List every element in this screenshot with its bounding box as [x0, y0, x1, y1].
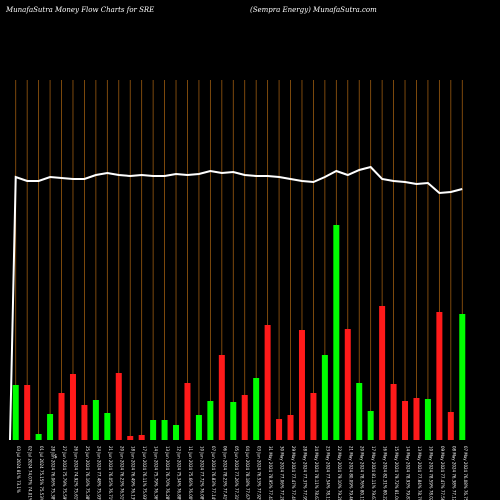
x-tick-label: 13 Jun 2024 76.70% 76.28% [165, 446, 170, 500]
x-tick-label: 03 Jun 2024 76.53% 77.92% [257, 446, 262, 500]
bar [92, 400, 99, 440]
bar [253, 378, 260, 440]
bar [195, 415, 202, 440]
x-axis-note: $ [54, 454, 57, 460]
bar [230, 402, 237, 440]
bar [413, 398, 420, 440]
x-tick-label: 06 Jun 2024 78.23% 77.41% [222, 446, 227, 500]
bar [287, 415, 294, 440]
x-tick-label: 15 May 2024 79.72% 81.04% [394, 446, 399, 500]
x-tick-label: 05 Jun 2024 77.26% 77.31% [234, 446, 239, 500]
bar [150, 420, 157, 440]
x-tick-label: 21 May 2024 80.09% 79.46% [348, 446, 353, 500]
x-axis-labels: 03 Jul 2024 81% 73.1% 02 Jul 2024 74.07% … [16, 446, 468, 500]
bar [276, 419, 283, 440]
x-tick-label: 04 Jun 2024 78.18% 77.67% [245, 446, 250, 500]
x-tick-label: 02 Jul 2024 74.07% 74.01% [28, 446, 33, 500]
bar [402, 401, 409, 440]
bar [344, 329, 351, 440]
bar [12, 385, 19, 440]
x-tick-label: 17 May 2024 81.11% 79.67% [371, 446, 376, 500]
chart-subtitle: (Sempra Energy) MunafaSutra.com [250, 6, 377, 14]
x-tick-label: 28 May 2024 77.37% 77.95% [302, 446, 307, 500]
x-tick-label: 12 Jun 2024 75.34% 76.88% [177, 446, 182, 500]
bar-series [12, 225, 466, 440]
bar [184, 383, 191, 440]
grid-lines [15, 80, 463, 440]
x-tick-label: 10 May 2024 78.59% 78.02% [428, 446, 433, 500]
bar [24, 385, 31, 440]
chart-title: MunafaSutra Money Flow Charts for SRE [6, 6, 155, 14]
x-tick-label: 22 May 2024 79.10% 79.20% [337, 446, 342, 500]
bar [115, 373, 122, 440]
x-tick-label: 25 Jun 2024 76.16% 75.38% [85, 446, 90, 500]
x-tick-label: 17 Jun 2024 76.11% 75.93% [142, 446, 147, 500]
bar [241, 395, 248, 440]
bar [264, 325, 271, 440]
x-tick-label: 03 Jul 2024 81% 73.1% [16, 446, 21, 493]
bar [58, 393, 65, 440]
bar [127, 436, 134, 440]
bar [298, 330, 305, 440]
price-line [9, 165, 463, 441]
bar [138, 435, 145, 440]
bar [35, 434, 42, 440]
x-tick-label: 27 Jun 2024 75.79% 75.59% [62, 446, 67, 500]
x-tick-label: 21 Jun 2024 76.05% 76.71% [108, 446, 113, 500]
x-tick-label: 24 Jun 2024 77.48% 75.93% [96, 446, 101, 500]
bar [69, 374, 76, 440]
x-tick-label: 07 Jun 2024 76.83% 77.14% [211, 446, 216, 500]
bar [459, 314, 466, 440]
x-tick-label: 20 May 2024 78.76% 80.11% [360, 446, 365, 500]
bar [218, 355, 225, 440]
x-tick-label: 11 Jun 2024 75.66% 76.00% [188, 446, 193, 500]
bar [379, 306, 386, 440]
bar [367, 411, 374, 440]
bar [436, 312, 443, 440]
bar [161, 420, 168, 440]
bar [390, 384, 397, 440]
x-tick-label: 07 May 2024 76.08% 76.75% [463, 446, 468, 500]
x-tick-label: 16 May 2024 82.31% 80.22% [383, 446, 388, 500]
bar [173, 425, 180, 440]
x-tick-label: 30 May 2024 77.06% 77.20% [280, 446, 285, 500]
bar [424, 399, 431, 440]
x-tick-label: 18 Jun 2024 76.49% 76.13% [131, 446, 136, 500]
x-tick-label: 31 May 2024 78.95% 77.41% [268, 446, 273, 500]
bar [447, 412, 454, 440]
x-tick-label: 14 May 2024 78.93% 79.87% [406, 446, 411, 500]
x-tick-label: 24 May 2024 78.11% 78.63% [314, 446, 319, 500]
bar [321, 355, 328, 440]
x-tick-label: 29 May 2024 77.47% 77.49% [291, 446, 296, 500]
x-tick-label: 20 Jun 2024 76.23% 76.51% [119, 446, 124, 500]
bar [81, 405, 88, 440]
bar [333, 225, 340, 440]
bar [104, 413, 111, 440]
bar [356, 383, 363, 440]
x-tick-label: 09 May 2024 77.47% 77.56% [440, 446, 445, 500]
x-tick-label: 13 May 2024 77.84% 78.79% [417, 446, 422, 500]
x-tick-label: 08 May 2024 76.38% 77.12% [451, 446, 456, 500]
x-tick-label: 14 Jun 2024 75.79% 76.36% [154, 446, 159, 500]
x-tick-label: 28 Jun 2024 76.06% 75.38% [51, 446, 56, 500]
x-tick-label: 01 Jul 2024 75.15% 75.53% [39, 446, 44, 500]
bar [310, 393, 317, 440]
x-tick-label: 10 Jun 2024 77.72% 76.08% [199, 446, 204, 500]
bar [47, 414, 54, 440]
x-tick-label: 26 Jun 2024 74.92% 75.61% [73, 446, 78, 500]
bar [207, 401, 214, 440]
x-tick-label: 23 May 2024 77.54% 78.13% [325, 446, 330, 500]
